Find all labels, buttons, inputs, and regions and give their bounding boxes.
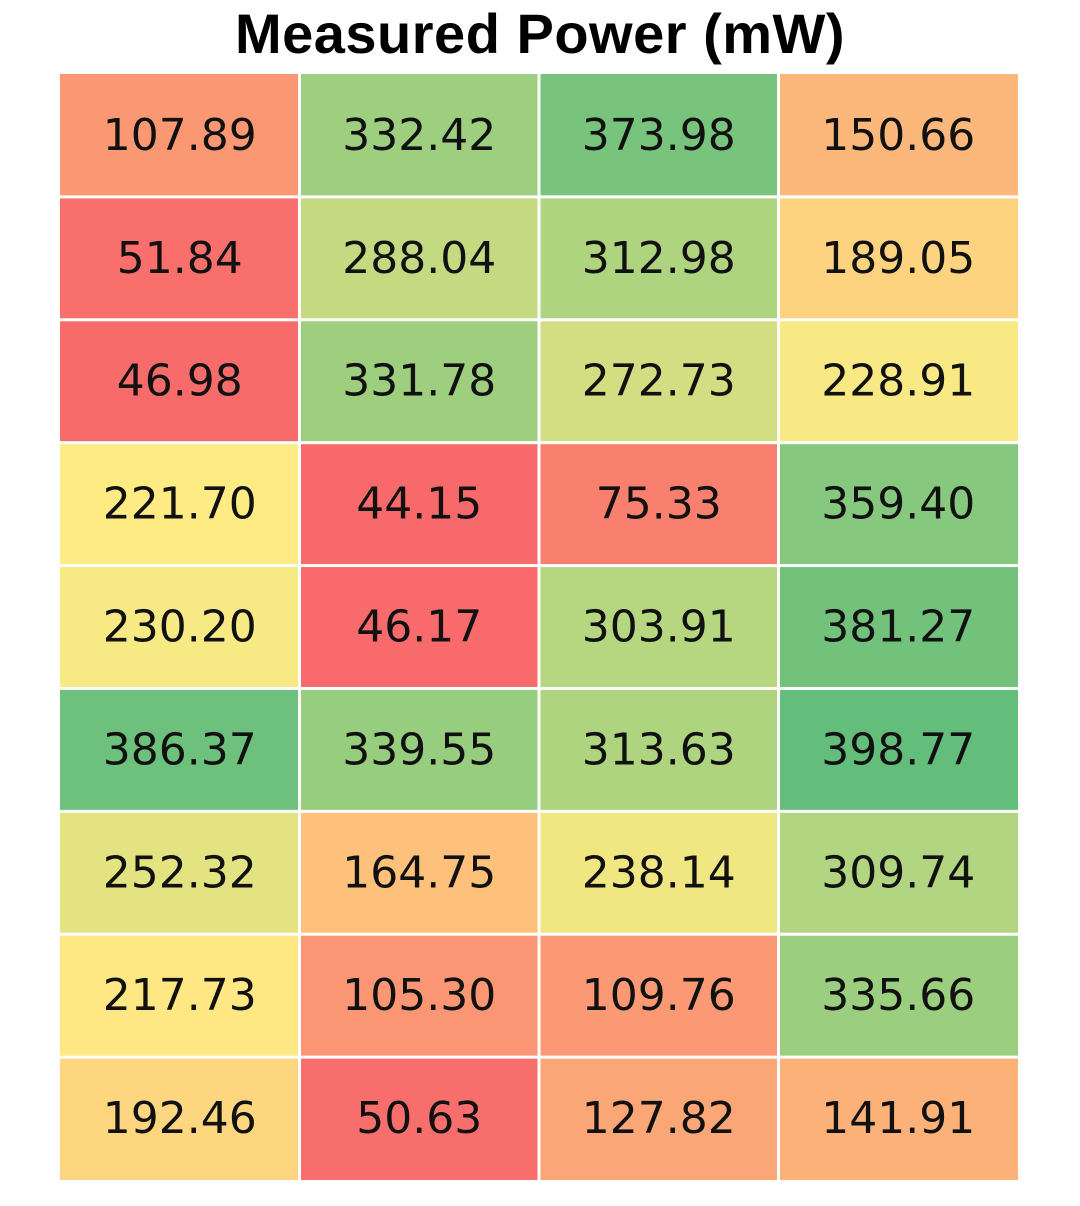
heatmap-cell [780,444,1018,565]
heatmap-cell [540,74,777,196]
heatmap-cell-label: 105.30 [342,970,496,1021]
heatmap-cell-label: 288.04 [342,233,496,284]
heatmap-cell-label: 339.55 [342,724,496,775]
heatmap-cell [780,689,1018,810]
heatmap-cell-label: 107.89 [103,110,257,161]
heatmap-cell-label: 217.73 [103,970,257,1021]
heatmap-cell-label: 46.17 [356,602,482,653]
heatmap-cell-label: 221.70 [103,479,257,530]
heatmap-cell-label: 228.91 [821,356,975,407]
heatmap-cell [60,567,298,687]
heatmap-cell [540,567,777,687]
heatmap-cell-label: 359.40 [821,479,975,530]
heatmap-cell-label: 309.74 [821,847,975,898]
heatmap-cell [301,1058,538,1180]
heatmap-cell-label: 46.98 [117,356,243,407]
heatmap-cell [60,812,298,933]
heatmap-cell [540,1058,777,1180]
heatmap-cell-label: 50.63 [356,1093,482,1144]
heatmap-cell [301,74,538,196]
heatmap-cell-label: 44.15 [356,479,482,530]
heatmap-cell [60,689,298,810]
heatmap-cell [301,198,538,319]
heatmap-cell-label: 272.73 [582,356,736,407]
heatmap-cell-label: 312.98 [582,233,736,284]
heatmap-cell [780,74,1018,196]
heatmap-cell-label: 332.42 [342,110,496,161]
heatmap-cell [540,444,777,565]
heatmap-cell-label: 313.63 [582,724,736,775]
heatmap-cell [60,74,298,196]
heatmap-cell [540,321,777,442]
heatmap-cell-label: 252.32 [103,847,257,898]
heatmap-cell [540,812,777,933]
heatmap-cell [780,812,1018,933]
heatmap-cell-label: 164.75 [342,847,496,898]
heatmap-cell-label: 381.27 [821,602,975,653]
heatmap-cell-label: 51.84 [117,233,243,284]
heatmap-cell-label: 109.76 [582,970,736,1021]
heatmap-cell [540,935,777,1056]
heatmap-cell [60,1058,298,1180]
heatmap-cell-label: 335.66 [821,970,975,1021]
heatmap-cell-label: 303.91 [582,602,736,653]
heatmap-cell-label: 386.37 [103,724,257,775]
heatmap-cell-label: 75.33 [596,479,722,530]
heatmap-cell [301,689,538,810]
heatmap-cell [780,935,1018,1056]
heatmap-cell [60,321,298,442]
heatmap-cell [540,689,777,810]
heatmap-cell-label: 373.98 [582,110,736,161]
heatmap-cell [780,1058,1018,1180]
heatmap-cell [540,198,777,319]
heatmap-cell [301,567,538,687]
heatmap-cell [301,444,538,565]
heatmap-cell [780,567,1018,687]
heatmap-cell-label: 141.91 [821,1093,975,1144]
heatmap-cell [60,935,298,1056]
heatmap-cell-label: 238.14 [582,847,736,898]
heatmap-cell-label: 127.82 [582,1093,736,1144]
heatmap-cell [780,321,1018,442]
heatmap-cell-label: 189.05 [821,233,975,284]
heatmap-cell-label: 398.77 [821,724,975,775]
heatmap-cell [301,812,538,933]
heatmap-cell-label: 331.78 [342,356,496,407]
heatmap-cell [780,198,1018,319]
heatmap-cell [60,444,298,565]
heatmap-cell-label: 150.66 [821,110,975,161]
heatmap-cell [301,935,538,1056]
heatmap-cell [60,198,298,319]
heatmap-grid: 107.89 332.42 373.98 150.66 51.84 288.04 312.9… [60,74,1018,1180]
chart-title: Measured Power (mW) [234,2,846,65]
heatmap-cell-label: 192.46 [103,1093,257,1144]
heatmap-cell-label: 230.20 [103,602,257,653]
heatmap-cell [301,321,538,442]
